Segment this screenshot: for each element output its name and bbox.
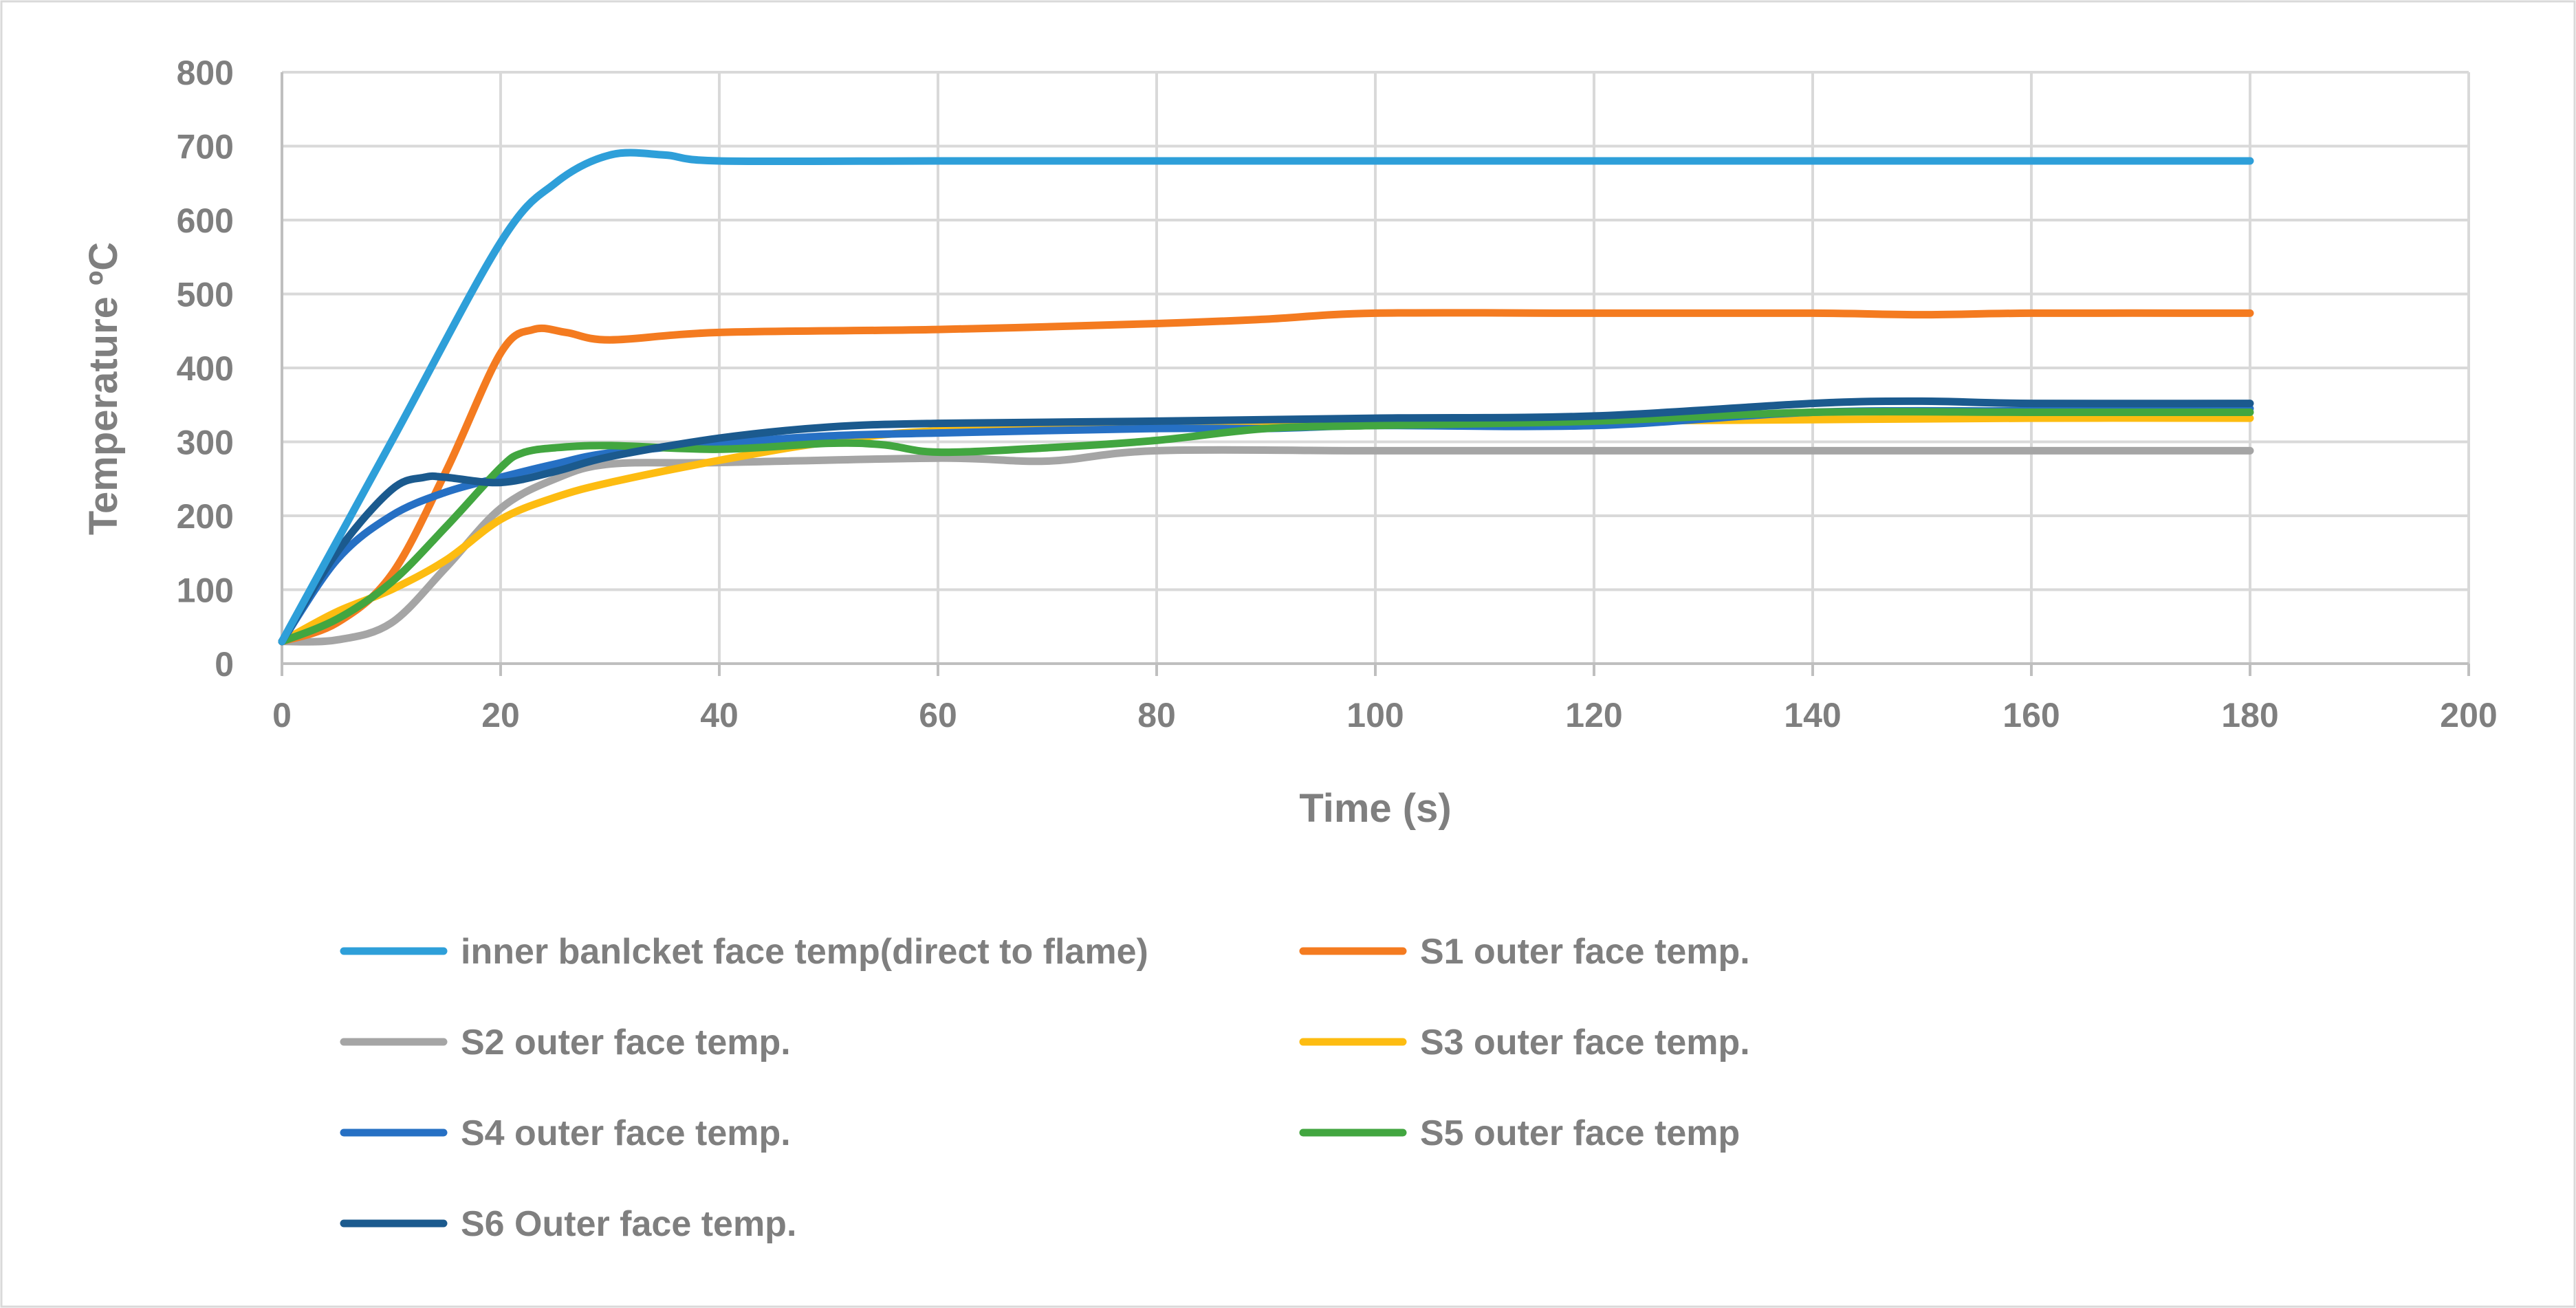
y-tick-label: 800 (177, 54, 234, 92)
legend-label: S4 outer face temp. (461, 1113, 791, 1153)
y-axis-title: Temperature ºC (81, 242, 126, 535)
x-tick-label: 140 (1784, 696, 1841, 734)
legend-label: S3 outer face temp. (1420, 1023, 1750, 1062)
x-tick-label: 100 (1346, 696, 1404, 734)
x-tick-label: 40 (700, 696, 739, 734)
series-line-2 (278, 309, 2254, 646)
y-tick-label: 600 (177, 201, 234, 240)
x-tick-label: 80 (1137, 696, 1176, 734)
legend-label: inner banlcket face temp(direct to flame… (461, 932, 1148, 972)
y-tick-label: 200 (177, 497, 234, 536)
x-tick-labels: 0 20 40 60 80 100 120 140 160 180 200 (272, 696, 2498, 734)
x-tick-label: 160 (2002, 696, 2060, 734)
legend-label: S5 outer face temp (1420, 1113, 1740, 1153)
x-tick-label: 180 (2221, 696, 2278, 734)
x-tick-label: 0 (272, 696, 292, 734)
y-tick-label: 500 (177, 276, 234, 314)
x-axis-title: Time (s) (1299, 786, 1451, 831)
series-lines (278, 149, 2254, 646)
y-tick-labels: 0 100 200 300 400 500 600 700 800 (177, 54, 234, 684)
series-line-7 (278, 397, 2254, 646)
axes (281, 72, 2470, 676)
y-tick-label: 300 (177, 424, 234, 462)
legend-label: S1 outer face temp. (1420, 932, 1750, 972)
x-tick-label: 200 (2440, 696, 2497, 734)
legend: inner banlcket face temp(direct to flame… (340, 932, 1750, 1244)
grid (282, 71, 2470, 664)
y-tick-label: 100 (177, 571, 234, 610)
x-tick-label: 120 (1565, 696, 1622, 734)
legend-label: S2 outer face temp. (461, 1023, 791, 1062)
legend-label: S6 Outer face temp. (461, 1204, 796, 1244)
x-tick-label: 60 (919, 696, 957, 734)
y-tick-label: 700 (177, 128, 234, 166)
series-line-1 (278, 149, 2254, 646)
x-tick-label: 20 (481, 696, 520, 734)
y-tick-label: 400 (177, 349, 234, 388)
y-tick-label: 0 (215, 645, 234, 684)
